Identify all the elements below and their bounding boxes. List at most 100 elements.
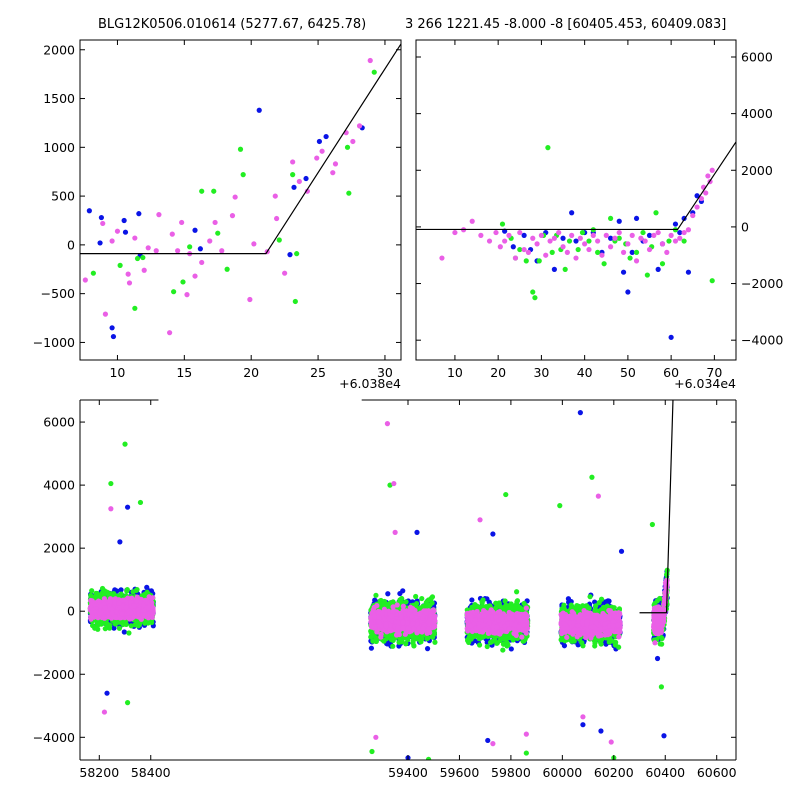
data-point	[112, 615, 117, 620]
data-point	[170, 232, 175, 237]
data-point	[582, 241, 587, 246]
data-point	[238, 147, 243, 152]
data-point	[686, 227, 691, 232]
data-point	[130, 589, 135, 594]
data-point	[184, 292, 189, 297]
data-point	[372, 70, 377, 75]
data-point	[656, 267, 661, 272]
data-point	[399, 614, 404, 619]
data-point	[705, 173, 710, 178]
data-point	[175, 248, 180, 253]
data-point	[345, 145, 350, 150]
data-point	[110, 238, 115, 243]
data-point	[452, 230, 457, 235]
data-point	[470, 219, 475, 224]
data-point	[569, 210, 574, 215]
data-point	[372, 614, 377, 619]
data-point	[669, 233, 674, 238]
data-point	[666, 238, 671, 243]
data-point	[530, 236, 535, 241]
data-point	[617, 230, 622, 235]
data-point	[576, 247, 581, 252]
data-point	[136, 211, 141, 216]
data-point	[539, 233, 544, 238]
data-point	[131, 614, 136, 619]
data-point	[103, 312, 108, 317]
data-point	[293, 299, 298, 304]
data-point	[290, 172, 295, 177]
data-point	[390, 644, 395, 649]
data-point	[638, 236, 643, 241]
data-point	[135, 256, 140, 261]
y-tick-label: 1500	[43, 91, 75, 106]
data-point	[144, 585, 149, 590]
data-point	[651, 233, 656, 238]
data-point	[247, 297, 252, 302]
data-point	[599, 253, 604, 258]
data-point	[146, 605, 151, 610]
data-point	[413, 594, 418, 599]
data-point	[560, 236, 565, 241]
data-point	[104, 621, 109, 626]
data-point	[413, 635, 418, 640]
data-point	[319, 149, 324, 154]
data-point	[429, 596, 434, 601]
data-point	[97, 240, 102, 245]
x-tick-label: 30	[533, 365, 549, 380]
data-point	[110, 610, 115, 615]
x-tick-label: 25	[310, 365, 326, 380]
data-point	[399, 597, 404, 602]
data-point	[390, 609, 395, 614]
data-point	[578, 236, 583, 241]
data-point	[199, 189, 204, 194]
data-point	[257, 108, 262, 113]
data-point	[333, 161, 338, 166]
y-tick-label: −4000	[741, 333, 783, 348]
data-point	[294, 251, 299, 256]
data-point	[419, 637, 424, 642]
data-point	[126, 272, 131, 277]
data-point	[406, 626, 411, 631]
data-point	[431, 625, 436, 630]
data-point	[595, 238, 600, 243]
data-point	[478, 233, 483, 238]
data-point	[647, 247, 652, 252]
data-point	[385, 634, 390, 639]
data-point	[410, 621, 415, 626]
data-point	[371, 609, 376, 614]
data-point	[425, 646, 430, 651]
data-point	[560, 244, 565, 249]
data-point	[682, 238, 687, 243]
x-offset-label: +6.038e4	[339, 376, 401, 391]
data-point	[192, 273, 197, 278]
data-point	[95, 623, 100, 628]
data-point	[686, 270, 691, 275]
data-point	[387, 627, 392, 632]
data-point	[522, 247, 527, 252]
data-point	[543, 253, 548, 258]
data-point	[117, 626, 122, 631]
data-point	[509, 646, 514, 651]
data-point	[591, 233, 596, 238]
data-point	[513, 255, 518, 260]
data-point	[198, 246, 203, 251]
data-point	[192, 228, 197, 233]
data-point	[314, 155, 319, 160]
data-point	[108, 592, 113, 597]
left-panel-title: BLG12K0506.010614 (5277.67, 6425.78)	[98, 17, 366, 32]
data-point	[643, 238, 648, 243]
data-point	[384, 601, 389, 606]
plot-area	[88, 400, 673, 762]
data-point	[83, 277, 88, 282]
data-point	[274, 216, 279, 221]
data-point	[167, 330, 172, 335]
data-point	[241, 172, 246, 177]
y-tick-label: 1000	[43, 140, 75, 155]
data-point	[502, 238, 507, 243]
data-point	[625, 289, 630, 294]
data-point	[645, 272, 650, 277]
data-point	[660, 241, 665, 246]
